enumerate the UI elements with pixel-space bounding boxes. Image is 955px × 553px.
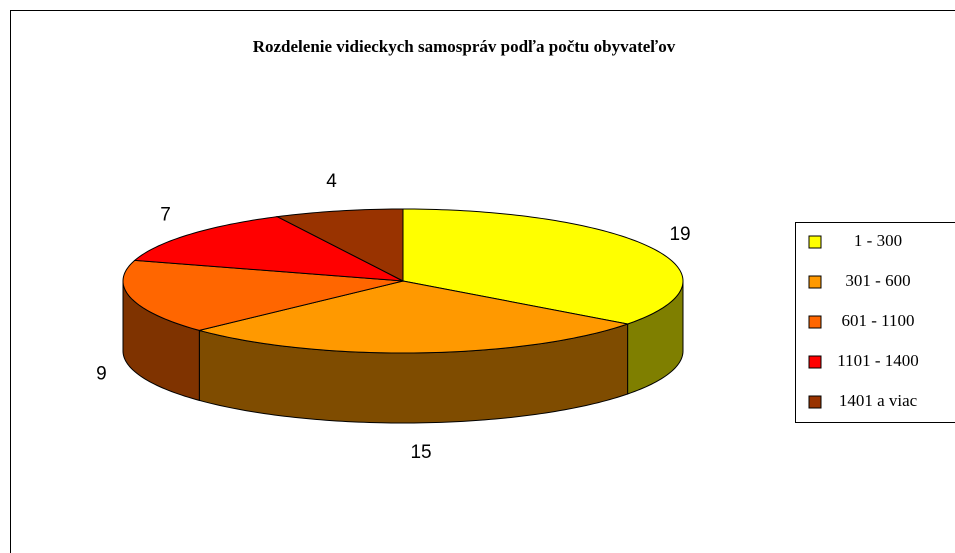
legend-swatch bbox=[808, 395, 822, 409]
pie-slice bbox=[133, 216, 404, 282]
data-label: 19 bbox=[669, 224, 690, 245]
legend-label: 301 - 600 bbox=[845, 271, 910, 290]
data-label: 7 bbox=[160, 204, 171, 225]
pie-slice bbox=[275, 208, 404, 282]
legend-swatch bbox=[808, 355, 822, 369]
legend-swatch bbox=[808, 315, 822, 329]
legend-label: 1401 a viac bbox=[839, 391, 918, 410]
legend-swatch bbox=[808, 235, 822, 249]
legend-label: 601 - 1100 bbox=[841, 311, 914, 330]
legend-swatch bbox=[808, 275, 822, 289]
legend-label: 1 - 300 bbox=[854, 231, 902, 250]
legend-label: 1101 - 1400 bbox=[837, 351, 919, 370]
pie-slice bbox=[402, 208, 684, 325]
data-label: 4 bbox=[326, 171, 337, 192]
legend-box bbox=[795, 222, 955, 423]
pie-slice bbox=[122, 259, 404, 331]
chart-title: Rozdelenie vidieckych samospráv podľa po… bbox=[253, 37, 676, 56]
data-label: 9 bbox=[96, 364, 107, 385]
pie-slice bbox=[199, 280, 630, 354]
data-label: 15 bbox=[410, 442, 431, 463]
